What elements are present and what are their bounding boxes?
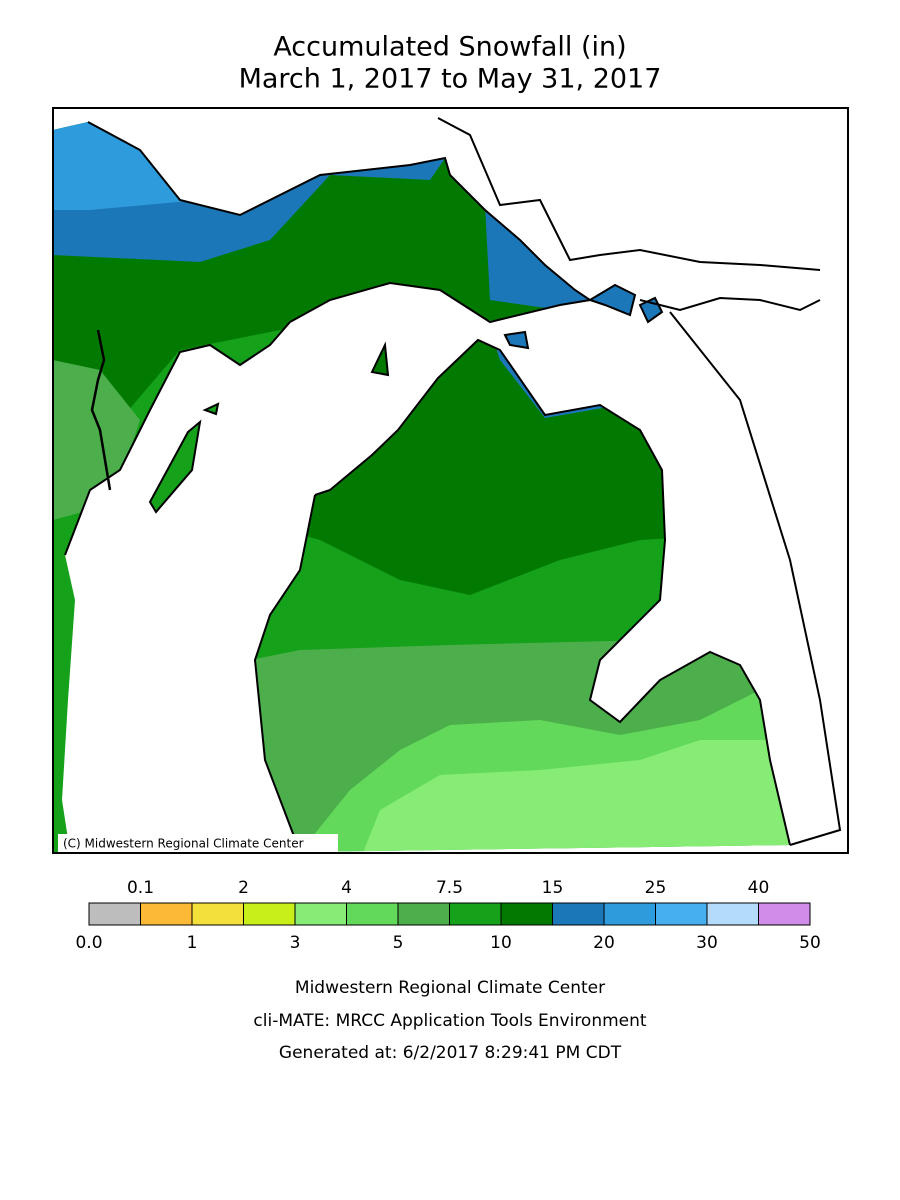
legend-swatch	[397, 902, 450, 926]
island	[503, 330, 530, 350]
island	[587, 283, 637, 317]
legend-swatch	[294, 902, 347, 926]
copyright: (C) Midwestern Regional Climate Center	[63, 837, 304, 851]
map-subtitle: March 1, 2017 to May 31, 2017	[239, 64, 662, 95]
legend-label: 4	[341, 878, 352, 898]
legend-swatch	[603, 902, 656, 926]
legend-swatch	[346, 902, 399, 926]
legend-label: 1	[187, 933, 198, 953]
shoreline	[148, 419, 202, 514]
legend-label: 25	[645, 878, 667, 898]
legend-swatch	[552, 902, 605, 926]
map-area: (C) Midwestern Regional Climate Center	[52, 107, 849, 854]
island	[370, 341, 390, 377]
legend-label: 40	[748, 878, 770, 898]
legend-label: 3	[290, 933, 301, 953]
legend-label: 2	[238, 878, 249, 898]
legend: 0.0 0.1 1 2 3 4 5 7.5 10 15 20 25 30 40 50	[75, 878, 820, 953]
legend-swatch	[655, 902, 708, 926]
legend-label: 5	[393, 933, 404, 953]
copyright-box	[58, 834, 338, 852]
map-title: Accumulated Snowfall (in)	[273, 32, 626, 63]
shoreline	[253, 494, 316, 853]
legend-label: 10	[490, 933, 512, 953]
legend-swatch	[243, 902, 296, 926]
footer-line: Midwestern Regional Climate Center	[295, 978, 605, 998]
legend-swatch	[758, 902, 811, 926]
legend-swatch	[88, 902, 141, 926]
map-frame	[52, 107, 849, 854]
legend-label: 20	[593, 933, 615, 953]
shoreline	[314, 338, 791, 846]
island	[202, 402, 220, 416]
shoreline	[437, 117, 821, 271]
state-border	[90, 329, 112, 491]
legend-swatch	[500, 902, 553, 926]
legend-swatch	[449, 902, 502, 926]
legend-label: 50	[799, 933, 821, 953]
legend-label: 0.0	[75, 933, 102, 953]
legend-label: 7.5	[436, 878, 463, 898]
footer-line: Generated at: 6/2/2017 8:29:41 PM CDT	[279, 1043, 622, 1063]
shoreline	[64, 121, 593, 556]
legend-label: 15	[542, 878, 564, 898]
legend-label: 30	[696, 933, 718, 953]
footer-line: cli-MATE: MRCC Application Tools Environ…	[253, 1011, 646, 1031]
legend-swatch	[706, 902, 759, 926]
legend-swatch	[140, 902, 193, 926]
legend-swatch	[191, 902, 244, 926]
shoreline	[639, 296, 842, 846]
legend-label: 0.1	[127, 878, 154, 898]
